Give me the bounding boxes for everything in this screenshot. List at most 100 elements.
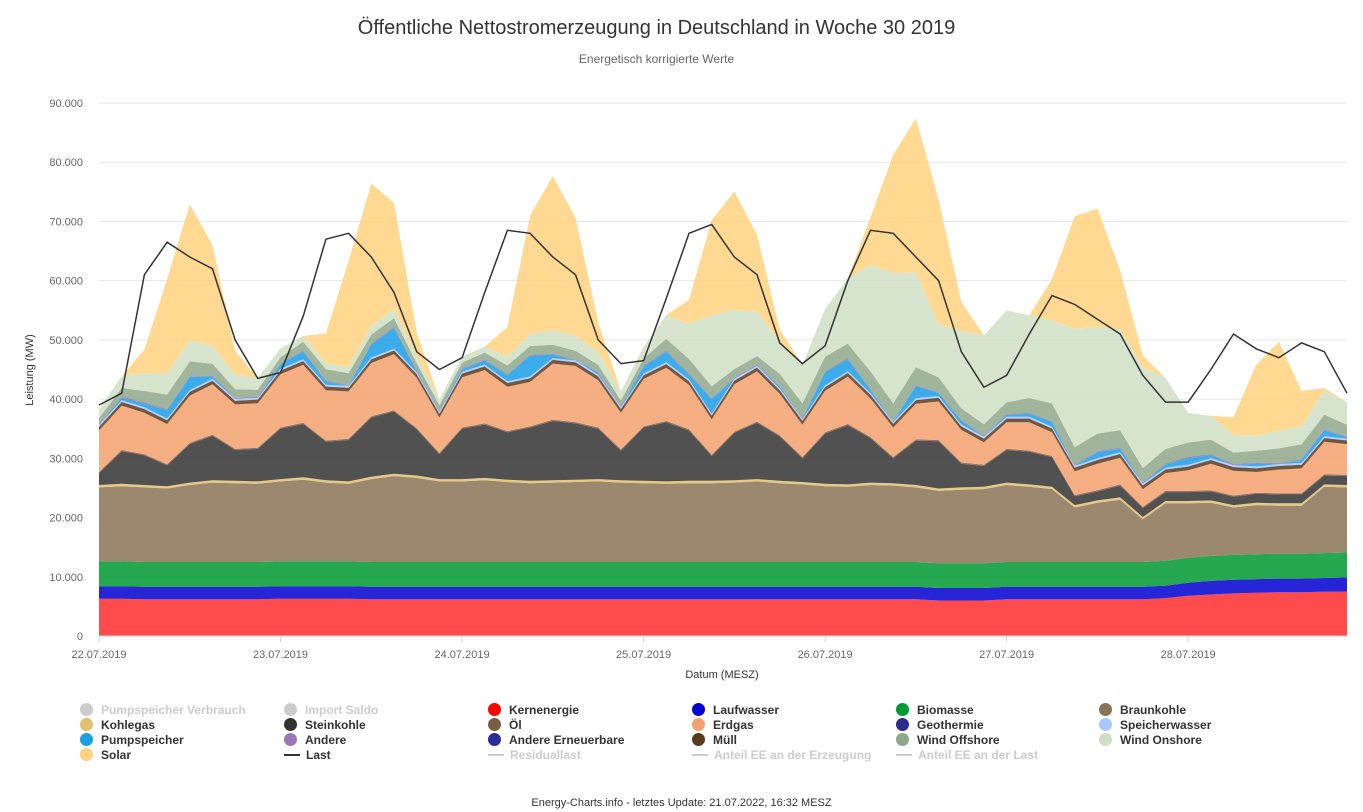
legend-label: Anteil EE an der Erzeugung: [714, 748, 872, 762]
legend-dot-icon: [692, 703, 705, 716]
area-erdgas[interactable]: [99, 354, 1347, 507]
last-line-group: [98, 223, 1348, 406]
x-tick-label: 25.07.2019: [616, 649, 671, 661]
y-tick-label: 40.000: [49, 394, 83, 406]
legend-label: Pumpspeicher Verbrauch: [101, 703, 246, 717]
legend-label: Wind Offshore: [917, 733, 1000, 747]
x-tick-label: 23.07.2019: [253, 649, 308, 661]
legend-item-kohlegas[interactable]: Kohlegas: [80, 718, 155, 732]
legend-dot-icon: [488, 733, 501, 746]
legend-label: Braunkohle: [1120, 703, 1187, 717]
legend-label: Pumpspeicher: [101, 733, 184, 747]
area-wind-onshore[interactable]: [99, 264, 1347, 468]
legend-label: Speicherwasser: [1120, 718, 1212, 732]
legend-dot-icon: [692, 718, 705, 731]
area-solar[interactable]: [99, 118, 1347, 436]
legend-item-anteil-ee-an-der-last[interactable]: Anteil EE an der Last: [896, 748, 1038, 762]
area-braunkohle[interactable]: [99, 476, 1347, 564]
legend-dot-icon: [284, 733, 297, 746]
legend-item-steinkohle[interactable]: Steinkohle: [284, 718, 366, 732]
legend-label: Andere: [305, 733, 347, 747]
legend-dot-icon: [80, 718, 93, 731]
legend-label: Residuallast: [510, 748, 581, 762]
y-tick-label: 20.000: [49, 513, 83, 525]
legend-item-last[interactable]: Last: [284, 748, 331, 762]
legend-item-oel[interactable]: Öl: [488, 718, 522, 732]
legend-dot-icon: [80, 733, 93, 746]
x-tick-label: 24.07.2019: [435, 649, 490, 661]
legend-item-laufwasser[interactable]: Laufwasser: [692, 703, 779, 717]
area-kernenergie[interactable]: [99, 591, 1347, 636]
legend-dot-icon: [488, 718, 501, 731]
legend-item-import-saldo[interactable]: Import Saldo: [284, 703, 378, 717]
x-axis-ticks: 22.07.2019 23.07.2019 24.07.2019 25.07.2019…: [71, 635, 1347, 661]
footer-credits: Energy-Charts.info - letztes Update: 21.…: [531, 797, 832, 809]
area-laufwasser[interactable]: [99, 577, 1347, 601]
legend-dot-icon: [1099, 733, 1112, 746]
legend-item-speicherwasser[interactable]: Speicherwasser: [1099, 718, 1211, 732]
legend-item-anteil-ee-an-der-erzeugung[interactable]: Anteil EE an der Erzeugung: [692, 748, 871, 762]
legend-label: Müll: [713, 733, 737, 747]
legend-item-andere-erneuerbare[interactable]: Andere Erneuerbare: [488, 733, 624, 747]
area-series: [99, 118, 1347, 636]
y-tick-label: 50.000: [49, 335, 83, 347]
y-axis-title: Leistung (MW): [24, 334, 36, 406]
legend-dot-icon: [896, 718, 909, 731]
chart-title: Öffentliche Nettostromerzeugung in Deuts…: [357, 17, 956, 39]
area-kohlegas[interactable]: [99, 473, 1347, 520]
legend-label: Laufwasser: [713, 703, 780, 717]
y-tick-label: 60.000: [49, 276, 83, 288]
legend-dot-icon: [896, 703, 909, 716]
legend-dot-icon: [284, 718, 297, 731]
stacked-area-chart: 0 10.000 20.000 30.000 40.000 50.000 60.000 70.…: [24, 98, 1348, 681]
legend-item-wind-offshore[interactable]: Wind Offshore: [896, 733, 1000, 747]
legend-item-andere[interactable]: Andere: [284, 733, 346, 747]
area-steinkohle[interactable]: [99, 411, 1347, 518]
legend-item-kernenergie[interactable]: Kernenergie: [488, 703, 579, 717]
legend-dot-icon: [80, 748, 93, 761]
legend-item-pumpspeicher[interactable]: Pumpspeicher: [80, 733, 184, 747]
legend-dot-icon: [284, 703, 297, 716]
legend-label: Steinkohle: [305, 718, 366, 732]
legend-line-icon: [692, 754, 708, 756]
legend-item-erdgas[interactable]: Erdgas: [692, 718, 754, 732]
legend-label: Öl: [509, 718, 522, 732]
legend-item-braunkohle[interactable]: Braunkohle: [1099, 703, 1186, 717]
x-tick-label: 26.07.2019: [798, 649, 853, 661]
legend-dot-icon: [80, 703, 93, 716]
x-tick-label: 22.07.2019: [71, 649, 126, 661]
chart-subtitle: Energetisch korrigierte Werte: [578, 52, 735, 66]
area-biomasse[interactable]: [99, 552, 1347, 589]
y-tick-label: 80.000: [49, 157, 83, 169]
legend-item-muell[interactable]: Müll: [692, 733, 737, 747]
legend-dot-icon: [896, 733, 909, 746]
legend-item-solar[interactable]: Solar: [80, 748, 131, 762]
x-tick-label: 27.07.2019: [979, 649, 1034, 661]
legend-item-residuallast[interactable]: Residuallast: [488, 748, 581, 762]
legend-label: Andere Erneuerbare: [509, 733, 625, 747]
legend-label: Biomasse: [917, 703, 974, 717]
legend-label: Wind Onshore: [1120, 733, 1202, 747]
legend-dot-icon: [1099, 718, 1112, 731]
y-tick-label: 30.000: [49, 453, 83, 465]
legend-line-icon: [284, 754, 300, 756]
y-axis-ticks: 0 10.000 20.000 30.000 40.000 50.000 60.000 70.…: [49, 98, 83, 643]
legend-label: Kohlegas: [101, 718, 156, 732]
legend-item-pumpspeicher-verbrauch[interactable]: Pumpspeicher Verbrauch: [80, 703, 246, 717]
area-wind-offshore[interactable]: [99, 318, 1347, 483]
legend-line-icon: [896, 754, 912, 756]
x-tick-label: 28.07.2019: [1161, 649, 1216, 661]
legend-label: Geothermie: [917, 718, 984, 732]
last-line[interactable]: [98, 223, 1348, 406]
legend-label: Kernenergie: [509, 703, 580, 717]
legend-item-biomasse[interactable]: Biomasse: [896, 703, 974, 717]
legend-label: Import Saldo: [305, 703, 379, 717]
y-tick-label: 90.000: [49, 98, 83, 110]
legend-label: Solar: [101, 748, 132, 762]
y-tick-label: 10.000: [49, 572, 83, 584]
legend-item-geothermie[interactable]: Geothermie: [896, 718, 984, 732]
legend-dot-icon: [692, 733, 705, 746]
legend-item-wind-onshore[interactable]: Wind Onshore: [1099, 733, 1202, 747]
legend-label: Erdgas: [713, 718, 754, 732]
legend-dot-icon: [488, 703, 501, 716]
